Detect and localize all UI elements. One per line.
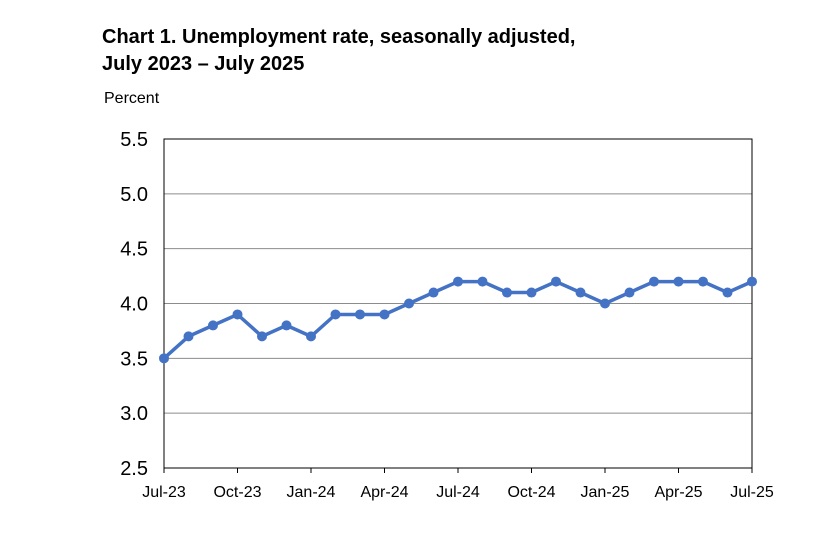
data-point-oct-23 (232, 309, 243, 320)
y-tick-label: 5.0 (120, 184, 148, 206)
data-point-sep-23 (208, 320, 218, 331)
data-point-jul-25 (747, 276, 757, 287)
data-point-jun-25 (722, 287, 733, 298)
x-tick-label: Jan-25 (581, 484, 630, 501)
x-axis-ticks (163, 468, 753, 473)
series-line (162, 279, 754, 361)
y-tick-label: 2.5 (120, 458, 148, 480)
data-point-feb-25 (624, 287, 635, 298)
data-point-mar-25 (649, 276, 659, 287)
data-point-apr-24 (379, 309, 390, 320)
data-point-apr-25 (673, 276, 684, 287)
series-unemployment-rate (159, 276, 757, 364)
y-tick-label: 4.0 (120, 294, 148, 316)
data-point-jun-24 (428, 287, 439, 298)
chart-title-line-2: July 2023 – July 2025 (102, 53, 305, 75)
data-point-sep-24 (502, 287, 512, 298)
y-tick-label: 4.5 (120, 239, 148, 261)
data-point-mar-24 (355, 309, 365, 320)
data-point-jul-24 (453, 276, 463, 287)
data-point-aug-24 (477, 276, 488, 287)
x-axis-tick-labels: Jul-23 Oct-23 Jan-24 Apr-24 Jul-24 Oct-24 Jan-… (142, 484, 774, 501)
x-tick-label: Apr-25 (654, 484, 702, 501)
x-tick-label: Jul-24 (436, 484, 480, 501)
y-axis-unit-label: Percent (104, 90, 160, 107)
data-point-aug-23 (183, 331, 194, 342)
data-point-may-24 (404, 298, 414, 309)
data-point-jul-23 (159, 353, 169, 364)
x-tick-label: Oct-24 (507, 484, 555, 501)
x-tick-label: Jul-25 (730, 484, 774, 501)
y-axis-tick-labels: 2.5 3.0 3.5 4.0 4.5 5.0 5.5 (120, 129, 148, 480)
data-point-dec-24 (575, 287, 586, 298)
y-tick-label: 3.0 (120, 403, 148, 425)
data-point-feb-24 (330, 309, 341, 320)
x-tick-label: Oct-23 (213, 484, 261, 501)
chart-title-line-1: Chart 1. Unemployment rate, seasonally a… (102, 26, 576, 48)
chart-title: Chart 1. Unemployment rate, seasonally a… (102, 24, 575, 78)
x-tick-label: Jan-24 (287, 484, 336, 501)
data-point-jan-24 (306, 331, 316, 342)
x-tick-label: Jul-23 (142, 484, 186, 501)
gridlines (164, 193, 752, 414)
data-point-oct-24 (526, 287, 537, 298)
data-point-may-25 (698, 276, 708, 287)
data-point-nov-23 (257, 331, 267, 342)
data-point-jan-25 (600, 298, 610, 309)
data-point-dec-23 (281, 320, 292, 331)
y-tick-label: 5.5 (120, 129, 148, 151)
x-tick-label: Apr-24 (360, 484, 408, 501)
data-point-nov-24 (551, 276, 561, 287)
y-tick-label: 3.5 (120, 348, 148, 370)
